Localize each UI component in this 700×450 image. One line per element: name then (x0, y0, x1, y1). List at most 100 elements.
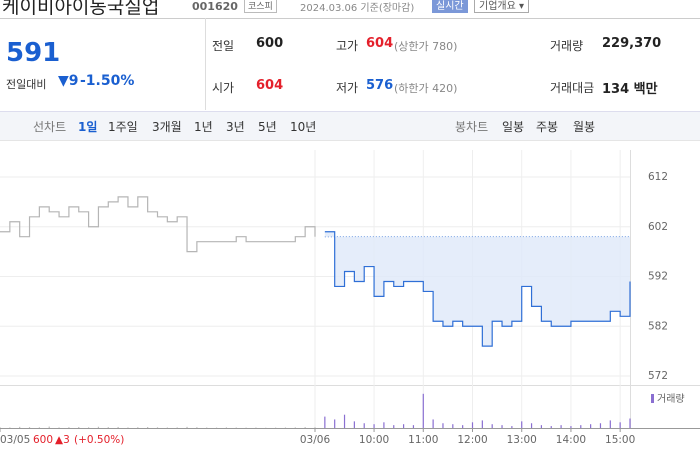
volume-bar (186, 426, 188, 428)
code: 001620 (192, 0, 238, 13)
volume-bar (462, 425, 464, 428)
x-tick-label: 15:00 (605, 434, 635, 446)
volume-bar (530, 423, 533, 428)
tab[interactable]: 1년 (194, 120, 213, 134)
volume-bar (28, 427, 31, 428)
tab[interactable]: 5년 (258, 120, 277, 134)
volume-bar (9, 427, 11, 428)
volume-bar (353, 421, 355, 428)
change: ▼9 (58, 73, 79, 89)
x-tick-label: 11:00 (408, 434, 438, 446)
volume-bar (314, 427, 316, 428)
volume-bar (324, 416, 326, 428)
line (0, 196, 316, 253)
volume-bar (442, 423, 444, 428)
volume-bar (58, 427, 60, 428)
y-tick-label: 582 (648, 320, 668, 332)
volume-bar (609, 420, 611, 428)
volume-bar (452, 424, 454, 428)
volume-bar (87, 427, 90, 428)
quote-label: 고가 (336, 39, 359, 53)
volume-bar (38, 427, 40, 428)
tab[interactable]: 10년 (290, 120, 317, 134)
x-tick-label: 03/06 (300, 434, 331, 446)
volume-bar (343, 414, 346, 428)
quote-value: 604 (256, 78, 284, 93)
volume-bar (540, 425, 543, 428)
volume-bar (521, 421, 523, 428)
tab-label: 봉차트 (455, 120, 489, 134)
quote-label: 거래대금 (550, 81, 595, 95)
divider (205, 18, 206, 110)
tab[interactable]: 1주일 (108, 120, 138, 134)
quote-value: 576 (366, 78, 394, 93)
volume-bar (127, 427, 129, 428)
volume-bar (19, 426, 21, 428)
volume-bar (629, 418, 631, 428)
quote-label: 전일 (212, 39, 235, 53)
rate: -1.50% (80, 73, 135, 89)
volume-bar (599, 423, 602, 428)
quote-value: 229,370 (602, 36, 662, 51)
x-tick-label: 14:00 (556, 434, 586, 446)
tab[interactable]: 월봉 (573, 120, 596, 134)
x-tick-label: 10:00 (359, 434, 389, 446)
volume-bar (78, 427, 80, 428)
volume-bar (137, 427, 139, 428)
volume-bar (176, 427, 178, 428)
quote-value: 134 백만 (602, 82, 658, 97)
tab[interactable]: 3개월 (152, 120, 182, 134)
volume-bar (225, 427, 228, 428)
title: 케이비아이동국실업 (2, 0, 160, 18)
volume-bar (580, 425, 582, 428)
company-button[interactable]: 기업개요 ▾ (474, 0, 530, 13)
volume-bar (156, 427, 159, 428)
legend-label: 거래량 (657, 393, 685, 405)
prev-close: 600 (33, 434, 53, 446)
quote-box (0, 18, 700, 111)
volume-bar (481, 420, 483, 428)
area (324, 231, 630, 347)
tab-label: 선차트 (33, 120, 67, 134)
tab[interactable]: 주봉 (536, 120, 559, 134)
volume-bar (412, 425, 415, 428)
volume-bar (619, 422, 621, 428)
volume-bar (550, 426, 552, 428)
prev-change: ▲3 (55, 434, 70, 446)
volume-bar (117, 426, 119, 428)
chart: 612 602 592 582 572 03/05 03/06 10:00 11:00 12:00… (0, 140, 700, 446)
y-tick-label: 572 (648, 370, 668, 382)
quote-label: 저가 (336, 81, 359, 95)
market-badge: 코스피 (244, 0, 277, 13)
volume-bar (334, 419, 336, 428)
volume-bar (501, 425, 503, 428)
volume-bar (0, 427, 1, 428)
quote-label: 거래량 (550, 39, 584, 53)
volume-bar (147, 427, 149, 428)
quote-extra: (하한가 420) (394, 82, 458, 95)
volume-bar (196, 427, 198, 428)
realtime-button[interactable]: 실시간 (432, 0, 468, 13)
tab[interactable]: 3년 (226, 120, 245, 134)
x-tick-label: 13:00 (507, 434, 537, 446)
price: 591 (6, 38, 61, 68)
volume-bar (560, 425, 562, 428)
tab-bar (0, 111, 700, 141)
y-tick-label: 612 (648, 171, 668, 183)
volume-bar (471, 422, 474, 428)
volume-bar (48, 426, 50, 428)
tab[interactable]: 일봉 (502, 120, 525, 134)
prev-rate: (+0.50%) (74, 434, 124, 446)
tab[interactable]: 1일 (78, 120, 98, 134)
line (324, 231, 631, 347)
volume-bar (97, 426, 100, 428)
legend-swatch (651, 394, 654, 403)
date: 2024.03.06 기준(장마감) (300, 3, 415, 14)
change-label: 전일대비 (6, 78, 47, 91)
quote-extra: (상한가 780) (394, 40, 458, 53)
volume-bar (402, 424, 405, 428)
volume-bar (590, 424, 592, 428)
change-value: 9 (68, 73, 79, 89)
volume-bar (432, 419, 434, 428)
volume-bar (304, 427, 306, 428)
